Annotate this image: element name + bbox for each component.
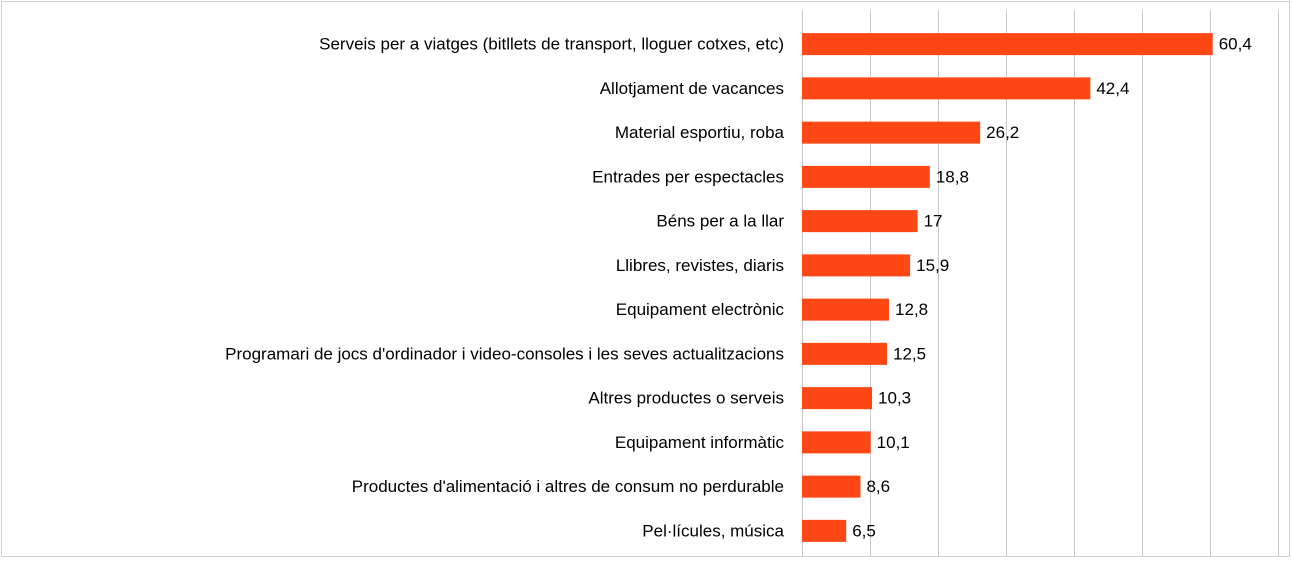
category-label: Entrades per espectacles (592, 167, 784, 186)
bar (802, 254, 911, 277)
bar (802, 165, 930, 188)
category-label: Equipament informàtic (615, 433, 785, 452)
data-label: 18,8 (936, 167, 969, 186)
category-label: Pel·lícules, música (642, 521, 784, 540)
data-label: 42,4 (1096, 79, 1129, 98)
bar (802, 475, 861, 498)
bar (802, 431, 871, 454)
bar (802, 33, 1213, 56)
category-label: Béns per a la llar (656, 212, 784, 231)
category-label: Material esportiu, roba (615, 123, 785, 142)
category-label: Equipament electrònic (616, 300, 785, 319)
data-label: 12,8 (895, 300, 928, 319)
bar (802, 210, 918, 233)
bar (802, 387, 873, 410)
data-label: 60,4 (1219, 35, 1252, 54)
data-label: 15,9 (916, 256, 949, 275)
bar (802, 519, 847, 542)
labels: Serveis per a viatges (bitllets de trans… (225, 35, 1252, 541)
data-label: 26,2 (986, 123, 1019, 142)
data-label: 6,5 (852, 521, 876, 540)
data-label: 17 (924, 212, 943, 231)
bar (802, 342, 887, 365)
category-label: Programari de jocs d'ordinador i video-c… (225, 344, 784, 363)
category-label: Altres productes o serveis (588, 389, 784, 408)
data-label: 10,3 (878, 389, 911, 408)
data-label: 10,1 (877, 433, 910, 452)
bar (802, 298, 890, 321)
grid (802, 10, 1279, 557)
data-label: 8,6 (866, 477, 890, 496)
category-label: Allotjament de vacances (600, 79, 784, 98)
category-label: Productes d'alimentació i altres de cons… (352, 477, 784, 496)
data-label: 12,5 (893, 344, 926, 363)
category-label: Serveis per a viatges (bitllets de trans… (319, 35, 784, 54)
bar (802, 121, 981, 144)
category-label: Llibres, revistes, diaris (616, 256, 784, 275)
bars (802, 33, 1213, 542)
bar (802, 77, 1091, 100)
